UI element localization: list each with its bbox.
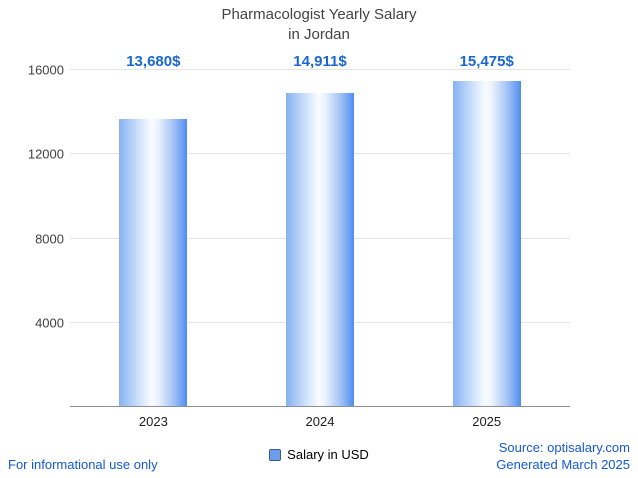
bar-value-label: 15,475$ bbox=[459, 53, 514, 70]
x-tick-label: 2023 bbox=[138, 414, 168, 429]
y-axis: 4000 8000 12000 16000 bbox=[12, 63, 64, 407]
bar-slot bbox=[403, 70, 570, 407]
x-tick-label: 2024 bbox=[305, 414, 335, 429]
bar-value-label: 13,680$ bbox=[126, 53, 181, 70]
y-tick-label: 16000 bbox=[27, 62, 64, 78]
chart-title-line1: Pharmacologist Yearly Salary bbox=[221, 6, 417, 23]
chart-title: Pharmacologist Yearly Salary in Jordan bbox=[0, 5, 638, 44]
y-tick-label: 8000 bbox=[35, 231, 64, 246]
value-labels: 13,680$ 14,911$ 15,475$ bbox=[70, 53, 570, 70]
bar-slot bbox=[70, 70, 237, 407]
bar bbox=[119, 118, 188, 407]
bars bbox=[70, 70, 570, 407]
bar bbox=[286, 92, 354, 407]
x-tick-label: 2025 bbox=[472, 414, 502, 429]
chart-title-line2: in Jordan bbox=[288, 25, 350, 43]
bar-slot bbox=[237, 70, 404, 407]
source-block: Source: optisalary.com Generated March 2… bbox=[496, 439, 630, 474]
bar bbox=[452, 81, 521, 407]
generated-date: Generated March 2025 bbox=[496, 457, 630, 473]
legend: Salary in USD bbox=[0, 447, 638, 462]
bar-value-label: 14,911$ bbox=[293, 53, 347, 70]
plot-area bbox=[70, 69, 570, 407]
legend-swatch-icon bbox=[269, 448, 282, 461]
disclaimer-text: For informational use only bbox=[8, 457, 158, 472]
x-axis-line bbox=[70, 406, 570, 407]
source-link[interactable]: Source: optisalary.com bbox=[498, 439, 630, 455]
y-tick-label: 4000 bbox=[35, 315, 64, 331]
y-tick-label: 12000 bbox=[27, 146, 64, 162]
x-axis: 2023 2024 2025 bbox=[70, 414, 570, 429]
legend-label: Salary in USD bbox=[287, 447, 369, 462]
gridline bbox=[70, 69, 570, 70]
